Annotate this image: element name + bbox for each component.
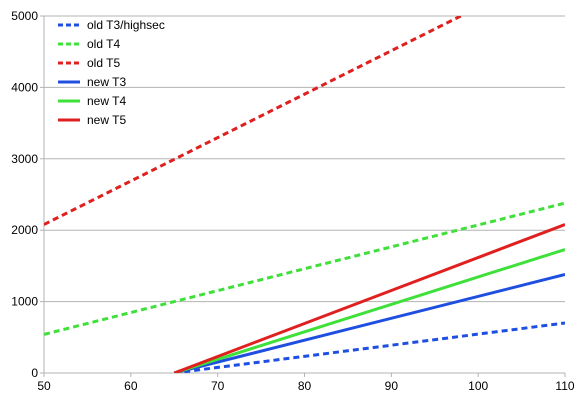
y-tick-label: 5000	[11, 9, 38, 23]
y-tick-label: 1000	[11, 295, 38, 309]
y-tick-labels: 0 1000 2000 3000 4000 5000	[11, 9, 38, 380]
y-tick-label: 2000	[11, 223, 38, 237]
y-tick-label: 4000	[11, 80, 38, 94]
legend-entry-old-t4: old T4	[87, 37, 120, 51]
x-tick-label: 80	[298, 379, 312, 393]
x-tick-label: 100	[468, 379, 488, 393]
series-line-old-t3-highsec	[174, 321, 565, 373]
series-line-old-t5	[44, 16, 462, 226]
y-tick-label: 3000	[11, 152, 38, 166]
series-line-old-t4	[44, 201, 565, 336]
legend: old T3/highsec old T4 old T5 new T3 new T4 ne…	[58, 18, 165, 127]
legend-entry-old-t5: old T5	[87, 56, 120, 70]
x-tick-labels: 50 60 70 80 90 100 110	[37, 379, 575, 393]
y-tick-label: 0	[31, 366, 38, 380]
series-line-new-t5	[173, 223, 565, 373]
legend-entry-new-t5: new T5	[87, 113, 126, 127]
x-tick-label: 110	[555, 379, 574, 393]
legend-entry-old-t3-highsec: old T3/highsec	[87, 18, 165, 32]
x-tick-label: 60	[124, 379, 138, 393]
x-tick-label: 90	[385, 379, 399, 393]
x-tick-label: 70	[211, 379, 225, 393]
legend-entry-new-t3: new T3	[87, 75, 126, 89]
series-line-new-t4	[173, 248, 565, 373]
legend-entry-new-t4: new T4	[87, 94, 126, 108]
x-tick-label: 50	[37, 379, 51, 393]
series-line-new-t3	[173, 273, 565, 373]
series-lines	[44, 16, 565, 373]
gridlines	[44, 15, 565, 374]
axes	[40, 15, 566, 377]
